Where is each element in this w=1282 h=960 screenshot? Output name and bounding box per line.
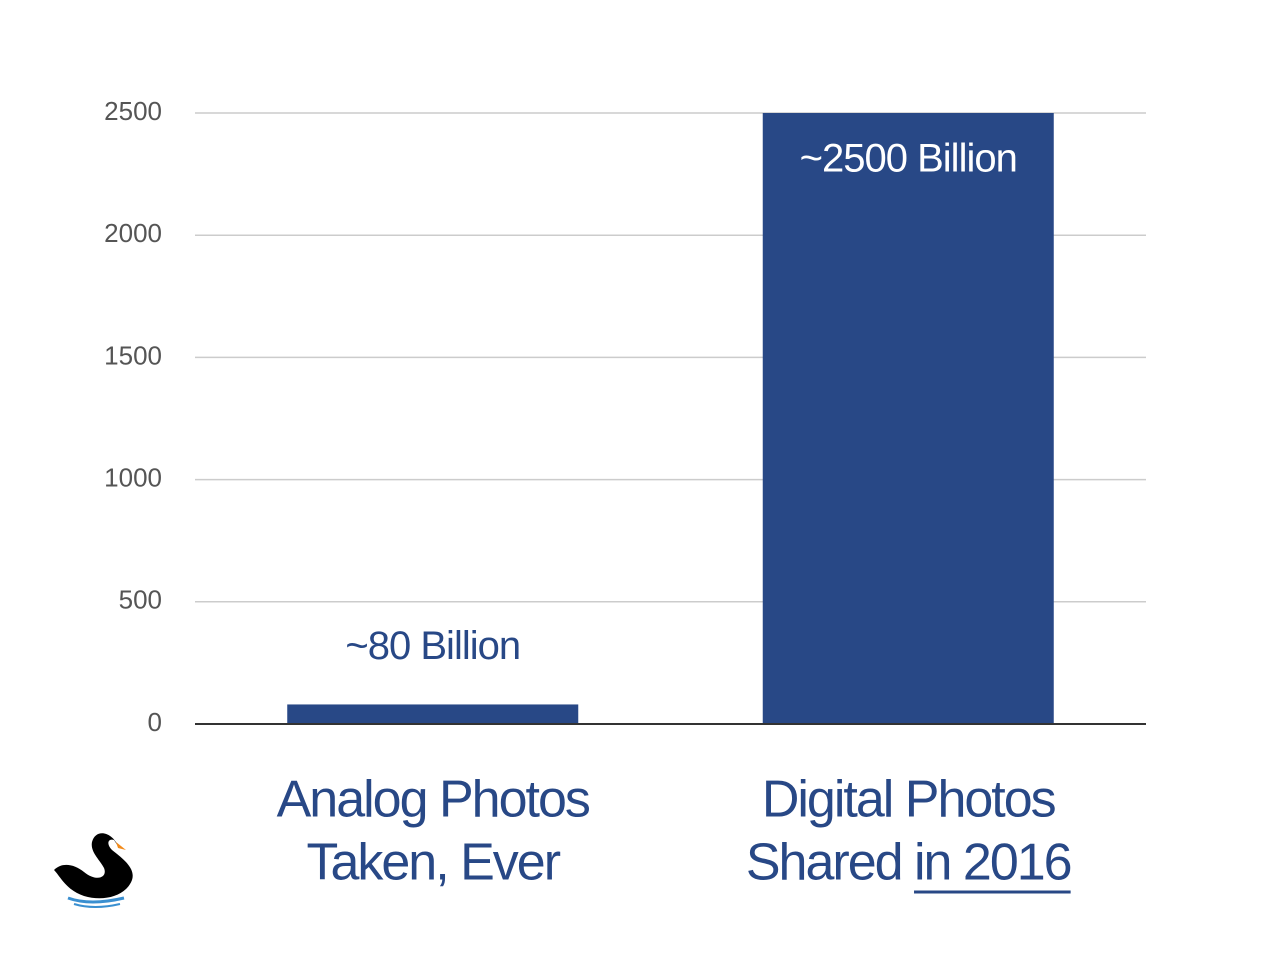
bar [762,113,1054,724]
swan [54,833,133,899]
y-tick-label: 2000 [104,218,162,248]
data-label: ~80 Billion [345,624,520,668]
swan-beak [116,842,126,850]
x-tick-label: Shared in 2016 [746,834,1071,892]
water [67,896,125,904]
y-tick-label: 0 [148,707,162,737]
data-label: ~2500 Billion [800,137,1017,181]
x-tick-label: Digital Photos [762,771,1056,829]
y-tick-label: 500 [119,585,162,615]
y-tick-label: 1000 [104,462,162,492]
x-tick-label: Analog Photos [277,771,590,829]
y-tick-label: 1500 [104,340,162,370]
y-tick-label: 2500 [104,96,162,126]
swan-logo [54,833,133,908]
x-tick-label: Taken, Ever [306,834,560,892]
water [73,903,121,908]
bar [287,704,579,724]
